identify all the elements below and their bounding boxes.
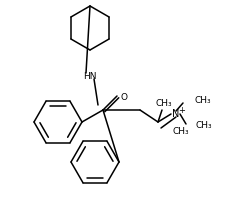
Text: CH₃: CH₃ — [155, 99, 172, 107]
Text: N: N — [171, 109, 179, 119]
Text: CH₃: CH₃ — [172, 127, 189, 135]
Text: CH₃: CH₃ — [194, 95, 211, 105]
Text: O: O — [120, 93, 127, 101]
Text: HN: HN — [83, 71, 96, 81]
Text: +: + — [178, 105, 185, 115]
Text: CH₃: CH₃ — [195, 121, 212, 131]
